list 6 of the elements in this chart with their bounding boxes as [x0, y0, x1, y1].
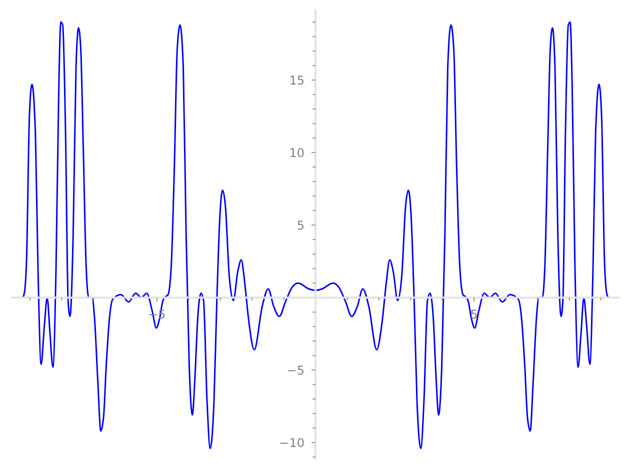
y-tick-label: −10: [279, 436, 304, 450]
y-tick-label: 5: [296, 218, 304, 232]
y-tick-label: −5: [286, 363, 304, 378]
y-tick-label: 10: [289, 146, 304, 160]
line-series: [22, 21, 610, 450]
y-tick-label: 15: [289, 73, 304, 88]
